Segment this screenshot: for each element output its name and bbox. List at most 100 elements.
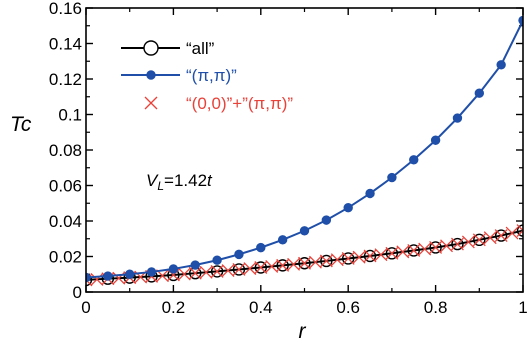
data-point [146, 267, 157, 277]
data-point [232, 263, 246, 276]
data-point [474, 88, 484, 98]
y-tick-label: 0.02 [49, 248, 82, 267]
data-point [363, 249, 377, 263]
data-point [190, 260, 200, 270]
legend-label: “(π,π)” [186, 66, 237, 85]
legend-marker [144, 96, 158, 110]
data-point [407, 244, 420, 257]
y-tick-label: 0.04 [49, 212, 82, 231]
x-tick-label: 0.2 [162, 298, 186, 317]
y-tick-label: 0.06 [49, 177, 82, 196]
data-point [473, 233, 486, 247]
data-point [298, 257, 311, 270]
annotation-vl: VL=1.42t [146, 171, 213, 193]
data-point [168, 264, 179, 274]
legend-item: “all” [121, 39, 215, 58]
legend-marker [143, 40, 159, 56]
y-tick-label: 0.16 [49, 0, 82, 18]
y-axis-ticks: 0 0.02 0.04 0.06 0.08 0.1 0.12 0.14 0.16 [49, 0, 523, 302]
legend-marker [146, 70, 156, 80]
data-point [430, 135, 441, 145]
x-tick-label: 0.8 [424, 298, 448, 317]
data-point [505, 226, 519, 240]
x-tick-label: 1 [518, 298, 527, 317]
legend-item: “(π,π)” [121, 66, 237, 85]
data-point [461, 235, 475, 249]
data-point [321, 215, 332, 225]
data-point [234, 249, 244, 260]
data-point [396, 245, 410, 259]
data-point [298, 256, 311, 270]
legend-item: “(0,0)”+”(π,π)” [144, 94, 293, 113]
data-point [483, 231, 497, 245]
data-point [343, 202, 353, 213]
data-point [409, 155, 419, 165]
data-point [496, 60, 506, 70]
data-point [451, 237, 464, 251]
data-point [254, 261, 267, 274]
plot-frame [85, 7, 524, 293]
y-tick-label: 0.1 [58, 106, 82, 125]
data-point [90, 272, 104, 286]
y-tick-label: 0.14 [49, 35, 82, 54]
x-tick-label: 0.6 [336, 298, 360, 317]
legend: “all” “(π,π)” “(0,0)”+”(π,π)” [121, 39, 293, 113]
x-axis-label: r [299, 320, 307, 343]
data-point [472, 233, 486, 247]
data-point [363, 249, 377, 263]
y-tick-label: 0.12 [49, 70, 82, 89]
data-point [330, 253, 344, 267]
data-point [308, 255, 322, 269]
y-tick-label: 0.08 [49, 141, 82, 160]
x-tick-label: 0.4 [249, 298, 273, 317]
data-point [254, 261, 268, 274]
x-tick-label: 0 [81, 298, 90, 317]
legend-label: “all” [186, 39, 215, 58]
data-point [516, 224, 523, 238]
data-point [212, 255, 222, 265]
data-point [125, 269, 135, 279]
legend-label: “(0,0)”+”(π,π)” [186, 94, 293, 113]
data-point [387, 172, 397, 183]
data-point [103, 271, 113, 281]
data-point [177, 267, 191, 281]
data-point [516, 224, 523, 237]
data-point [320, 254, 333, 268]
series-layer [86, 15, 523, 287]
y-axis-label: Tc [10, 113, 32, 136]
data-point [494, 229, 508, 242]
data-point [199, 265, 213, 279]
data-point [429, 241, 442, 254]
data-point [243, 262, 257, 276]
data-point [385, 246, 399, 260]
data-point [276, 259, 289, 272]
data-point [86, 273, 93, 287]
data-point [407, 244, 421, 257]
data-point [287, 257, 301, 271]
data-point [429, 240, 443, 254]
data-point [352, 250, 366, 264]
data-point [188, 266, 202, 280]
series-1 [86, 15, 523, 283]
data-point [319, 254, 333, 268]
data-point [385, 247, 399, 260]
x-axis-ticks: 0 0.2 0.4 0.6 0.8 1 [81, 8, 527, 317]
data-point [365, 188, 375, 199]
data-point [440, 239, 453, 253]
data-point [256, 242, 266, 253]
data-point [494, 229, 508, 243]
data-point [299, 226, 310, 236]
data-point [450, 237, 464, 251]
data-point [265, 259, 279, 273]
data-point [342, 252, 355, 265]
data-point [418, 242, 432, 256]
data-point [210, 264, 224, 278]
data-point [452, 113, 463, 123]
data-point [341, 251, 355, 265]
data-point [277, 235, 288, 245]
data-point [374, 248, 388, 262]
y-tick-label: 0 [73, 283, 82, 302]
data-point [210, 265, 224, 278]
data-point [276, 258, 290, 272]
